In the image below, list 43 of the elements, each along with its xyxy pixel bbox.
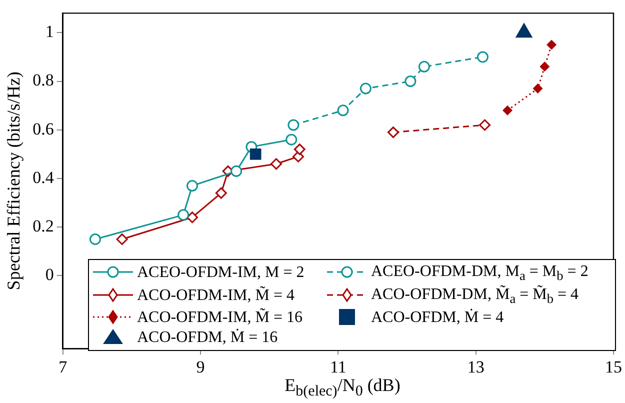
point — [502, 105, 512, 116]
point — [186, 180, 198, 192]
point — [479, 119, 491, 131]
point — [532, 84, 543, 94]
point — [540, 62, 550, 72]
y-axis-title: Spectral Efficiency (bits/s/Hz) — [4, 72, 24, 290]
point — [270, 158, 282, 170]
point — [360, 82, 372, 94]
point — [250, 148, 262, 160]
y-tick-label: 0.8 — [32, 70, 54, 90]
legend-label: ACO-OFDM-DM, M̃$_{a}$ = M̃$_{b}$ = 4 — [371, 286, 579, 307]
point — [418, 60, 430, 72]
x-tick-label: 13 — [467, 357, 484, 376]
point — [116, 233, 128, 245]
x-tick-label: 11 — [330, 357, 346, 376]
legend-label: ACO-OFDM, Ṁ = 4 — [371, 309, 504, 327]
point — [476, 51, 488, 63]
x-tick-label: 15 — [605, 357, 622, 376]
x-axis-title: E$_{b(elec)}$/N$_{0}$ (dB) — [284, 375, 402, 401]
legend-label: ACO-OFDM-IM, M̃ = 4 — [137, 287, 294, 306]
point — [286, 134, 298, 146]
legend-label: ACEO-OFDM-DM, M$_{a}$ = M$_{b}$ = 2 — [371, 262, 588, 284]
x-tick-label: 7 — [58, 357, 68, 376]
point — [186, 212, 198, 224]
point — [288, 119, 300, 131]
point — [178, 209, 190, 221]
y-tick-label: 0.4 — [32, 168, 54, 187]
point — [404, 76, 416, 87]
point — [89, 233, 101, 245]
y-tick-label: 0 — [45, 265, 54, 284]
x-tick-label: 9 — [196, 357, 205, 376]
point — [294, 144, 306, 156]
point — [215, 187, 227, 199]
point — [387, 126, 399, 138]
y-tick-label: 0.2 — [32, 216, 54, 236]
y-tick-label: 0.6 — [32, 119, 54, 138]
y-tick-label: 1 — [45, 22, 54, 42]
point — [230, 165, 242, 177]
legend-label: ACO-OFDM, Ṁ = 16 — [137, 329, 278, 347]
point — [546, 40, 557, 50]
legend-label: ACEO-OFDM-IM, M = 2 — [137, 264, 304, 282]
legend-label: ACO-OFDM-IM, M̃ = 16 — [137, 309, 302, 327]
point — [337, 104, 349, 116]
